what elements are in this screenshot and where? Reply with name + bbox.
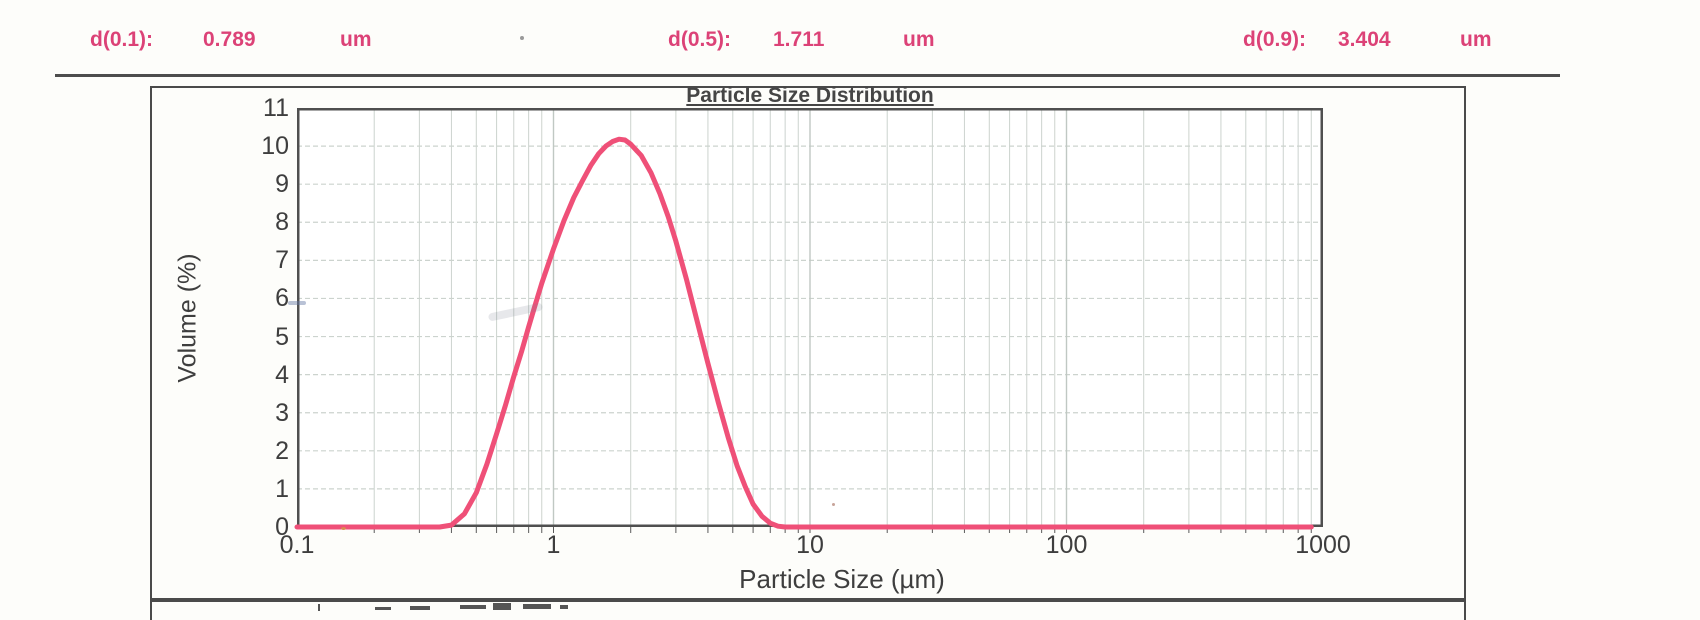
horizontal-divider (55, 74, 1560, 77)
stat-d10-label: d(0.1): (90, 28, 153, 51)
y-tick-label: 5 (275, 322, 289, 351)
distribution-curve-svg (294, 108, 1323, 533)
x-tick-label: 0.1 (279, 531, 315, 559)
x-tick-label: 1000 (1295, 531, 1351, 559)
plot-area: 0 1 2 3 4 5 6 7 8 9 10 11 0.1 1 10 100 1000 (261, 94, 1351, 558)
y-tick-label: 6 (275, 284, 289, 313)
y-tick-label: 0 (275, 513, 289, 541)
x-tick-label: 1 (546, 531, 561, 559)
stat-d90-label: d(0.9): (1243, 28, 1306, 51)
stat-d50-unit: um (903, 28, 935, 51)
stat-d10: d(0.1): 0.789 um (90, 28, 420, 54)
stat-d50-value: 1.711 (773, 28, 825, 51)
y-tick-label: 2 (275, 436, 289, 465)
y-tick-label: 4 (275, 360, 289, 389)
y-tick-label: 10 (261, 132, 289, 161)
stat-d90-value: 3.404 (1338, 28, 1391, 51)
scan-speck (832, 503, 835, 506)
x-tick-label: 10 (796, 531, 824, 559)
chart-title: Particle Size Distribution (686, 84, 934, 107)
stat-d90: d(0.9): 3.404 um (1243, 28, 1573, 54)
next-section-top-edge (150, 598, 1466, 620)
cut-off-text-fragment (410, 606, 430, 610)
y-tick-label: 11 (263, 94, 289, 122)
stat-d90-unit: um (1460, 28, 1492, 51)
stat-d50-label: d(0.5): (668, 28, 731, 51)
y-axis-title: Volume (%) (173, 253, 202, 383)
x-axis-title: Particle Size (µm) (739, 564, 945, 594)
y-tick-label: 3 (275, 398, 289, 427)
cut-off-text-fragment (493, 603, 511, 610)
cut-off-text-fragment (560, 605, 568, 609)
cut-off-text-fragment (318, 604, 320, 611)
x-tick-label: 100 (1045, 531, 1088, 559)
cut-off-text-fragment (375, 607, 391, 610)
chart-frame (150, 86, 1466, 602)
cut-off-text-fragment (460, 605, 486, 609)
y-tick-label: 9 (275, 170, 289, 199)
cut-off-text-fragment (523, 604, 551, 609)
y-tick-label: 7 (275, 246, 289, 275)
stat-d10-unit: um (340, 28, 372, 51)
y-tick-label: 8 (275, 208, 289, 237)
scan-speck (288, 301, 306, 305)
stat-d50: d(0.5): 1.711 um (668, 28, 998, 54)
y-tick-label: 1 (275, 474, 289, 503)
scan-speck (520, 36, 524, 40)
stat-d10-value: 0.789 (203, 28, 256, 51)
scan-speck (341, 527, 346, 530)
